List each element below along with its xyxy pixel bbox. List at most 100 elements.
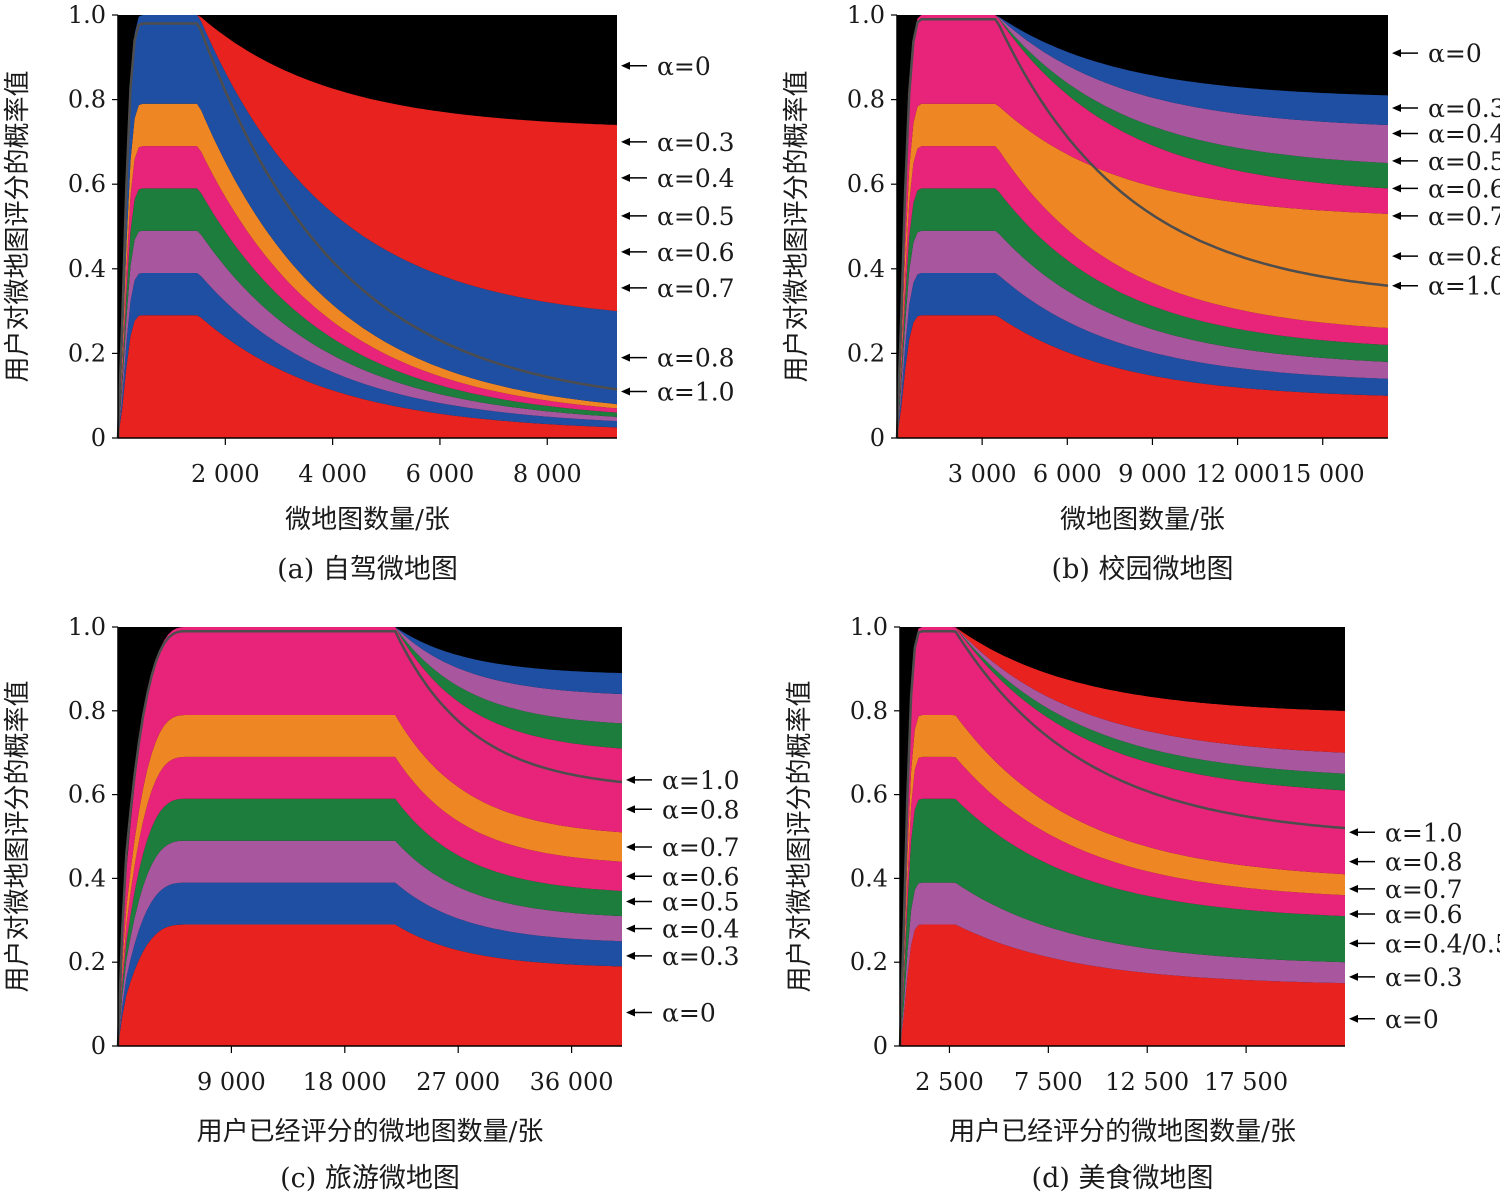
x-tick-label: 4 000 — [298, 460, 367, 488]
alpha-label: α=0.7 — [662, 833, 740, 862]
x-tick-label: 27 000 — [416, 1068, 500, 1096]
arrow-head — [1392, 49, 1401, 58]
x-tick-label: 6 000 — [406, 460, 475, 488]
band-0 — [897, 315, 1388, 438]
arrow-head — [626, 1008, 635, 1017]
band-1 — [900, 882, 1345, 1046]
band-5 — [897, 103, 1388, 439]
x-tick-label: 3 000 — [948, 460, 1017, 488]
arrow-head — [1349, 828, 1358, 837]
y-tick-label: 0.2 — [68, 339, 106, 367]
arrow-head — [621, 173, 630, 182]
alpha-label: α=0.6 — [1428, 174, 1500, 203]
alpha-label: α=1.0 — [1385, 818, 1463, 847]
arrow-head — [626, 842, 635, 851]
y-tick-label: 0.8 — [68, 86, 106, 114]
y-tick-label: 0 — [873, 1032, 888, 1060]
band-2 — [118, 230, 617, 438]
band-2 — [118, 840, 622, 1046]
band-4 — [897, 146, 1388, 438]
x-tick-label: 7 500 — [1014, 1068, 1083, 1096]
y-tick-label: 0.6 — [847, 170, 885, 198]
y-tick-label: 0.8 — [850, 697, 888, 725]
alpha-label: α=0.8 — [662, 795, 740, 824]
band-4 — [118, 756, 622, 1046]
alpha-label: α=0 — [1385, 1005, 1439, 1034]
arrow-head — [621, 137, 630, 146]
alpha-label: α=0.6 — [657, 238, 735, 267]
arrow-head — [621, 387, 630, 396]
y-tick-label: 0.2 — [68, 948, 106, 976]
alpha-label: α=0 — [1428, 39, 1482, 68]
x-tick-label: 2 500 — [915, 1068, 984, 1096]
y-tick-label: 0.6 — [850, 781, 888, 809]
band-8 — [897, 15, 1388, 438]
arrow-head — [626, 951, 635, 960]
y-axis-title: 用户对微地图评分的概率值 — [3, 680, 33, 992]
x-tick-label: 12 500 — [1105, 1068, 1189, 1096]
x-tick-label: 15 000 — [1281, 460, 1365, 488]
arrow-head — [626, 924, 635, 933]
x-tick-label: 17 500 — [1204, 1068, 1288, 1096]
arrow-head — [1349, 910, 1358, 919]
band-3 — [118, 188, 617, 438]
arrow-head — [626, 897, 635, 906]
arrow-head — [626, 805, 635, 814]
y-axis-title: 用户对微地图评分的概率值 — [785, 680, 815, 992]
arrow-head — [626, 872, 635, 881]
band-1 — [118, 882, 622, 1046]
y-tick-label: 0 — [91, 1032, 106, 1060]
alpha-label: α=0 — [662, 998, 716, 1027]
arrow-head — [1392, 156, 1401, 165]
band-5 — [900, 627, 1345, 1046]
y-tick-label: 1.0 — [68, 613, 106, 641]
alpha-label: α=0.7 — [1385, 875, 1463, 904]
y-tick-label: 0.4 — [68, 255, 106, 283]
chart-panel-0: 0 0.2 0.4 0.6 0.8 1.0 2 000 4 000 6 000 8 000 微地图数… — [3, 1, 735, 585]
alpha-label: α=0.8 — [1385, 848, 1463, 877]
band-5 — [118, 103, 617, 439]
alpha-label: α=1.0 — [1428, 272, 1500, 301]
x-tick-label: 9 000 — [197, 1068, 266, 1096]
y-tick-label: 0.8 — [847, 86, 885, 114]
arrow-head — [1349, 1014, 1358, 1023]
arrow-head — [1392, 184, 1401, 193]
alpha-label: α=0.8 — [657, 344, 735, 373]
arrow-head — [1392, 104, 1401, 113]
alpha-label: α=1.0 — [662, 766, 740, 795]
y-tick-label: 1.0 — [847, 1, 885, 29]
alpha-1-line — [116, 22, 618, 439]
x-tick-label: 12 000 — [1196, 460, 1280, 488]
alpha-1-line — [898, 629, 1346, 1047]
y-tick-label: 0 — [91, 424, 106, 452]
arrow-head — [1349, 884, 1358, 893]
x-tick-label: 6 000 — [1033, 460, 1102, 488]
arrow-head — [621, 283, 630, 292]
alpha-label: α=0.6 — [662, 862, 740, 891]
band-4 — [900, 715, 1345, 1046]
alpha-label: α=0.3 — [1385, 963, 1463, 992]
y-tick-label: 0.4 — [847, 255, 885, 283]
arrow-head — [1349, 857, 1358, 866]
x-tick-label: 9 000 — [1118, 460, 1187, 488]
y-tick-label: 0 — [870, 424, 885, 452]
band-3 — [897, 188, 1388, 438]
arrow-head — [1349, 972, 1358, 981]
band-8 — [900, 627, 1345, 1046]
x-tick-label: 18 000 — [303, 1068, 387, 1096]
arrow-head — [1392, 252, 1401, 261]
band-0 — [118, 315, 617, 438]
x-tick-label: 8 000 — [513, 460, 582, 488]
alpha-label: α=0.8 — [1428, 242, 1500, 271]
band-1 — [118, 273, 617, 438]
y-tick-label: 0.6 — [68, 781, 106, 809]
x-axis-title: 用户已经评分的微地图数量/张 — [949, 1117, 1296, 1147]
alpha-label: α=0.4 — [1428, 119, 1500, 148]
band-5 — [118, 715, 622, 1046]
x-axis-title: 用户已经评分的微地图数量/张 — [197, 1117, 544, 1147]
arrow-head — [1392, 281, 1401, 290]
alpha-label: α=0.6 — [1385, 900, 1463, 929]
band-6 — [118, 15, 617, 438]
alpha-label: α=0.4 — [657, 164, 735, 193]
